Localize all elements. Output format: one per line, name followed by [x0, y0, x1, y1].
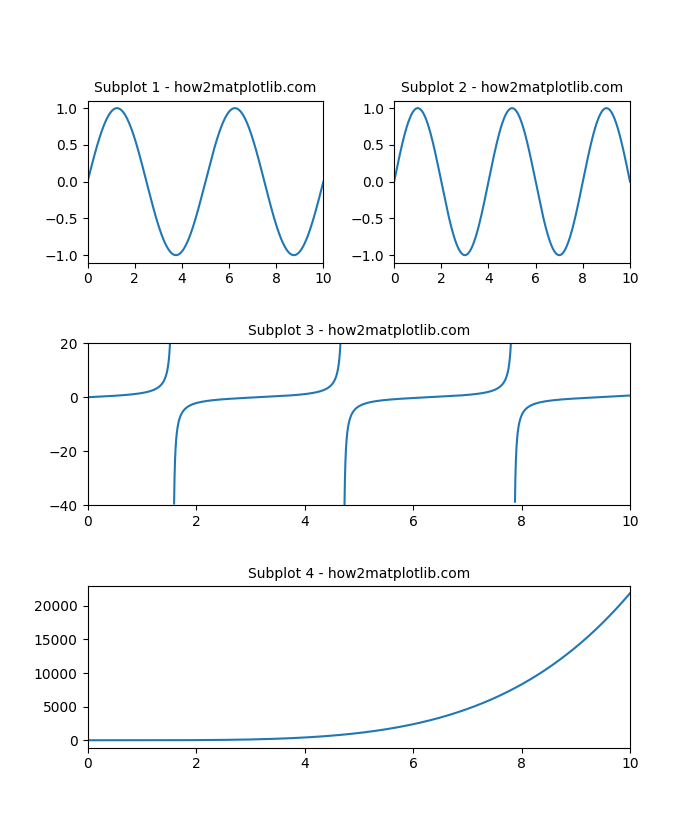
Title: Subplot 4 - how2matplotlib.com: Subplot 4 - how2matplotlib.com	[248, 566, 470, 580]
Title: Subplot 1 - how2matplotlib.com: Subplot 1 - how2matplotlib.com	[94, 81, 316, 96]
Title: Subplot 3 - how2matplotlib.com: Subplot 3 - how2matplotlib.com	[248, 324, 470, 338]
Title: Subplot 2 - how2matplotlib.com: Subplot 2 - how2matplotlib.com	[401, 81, 623, 96]
